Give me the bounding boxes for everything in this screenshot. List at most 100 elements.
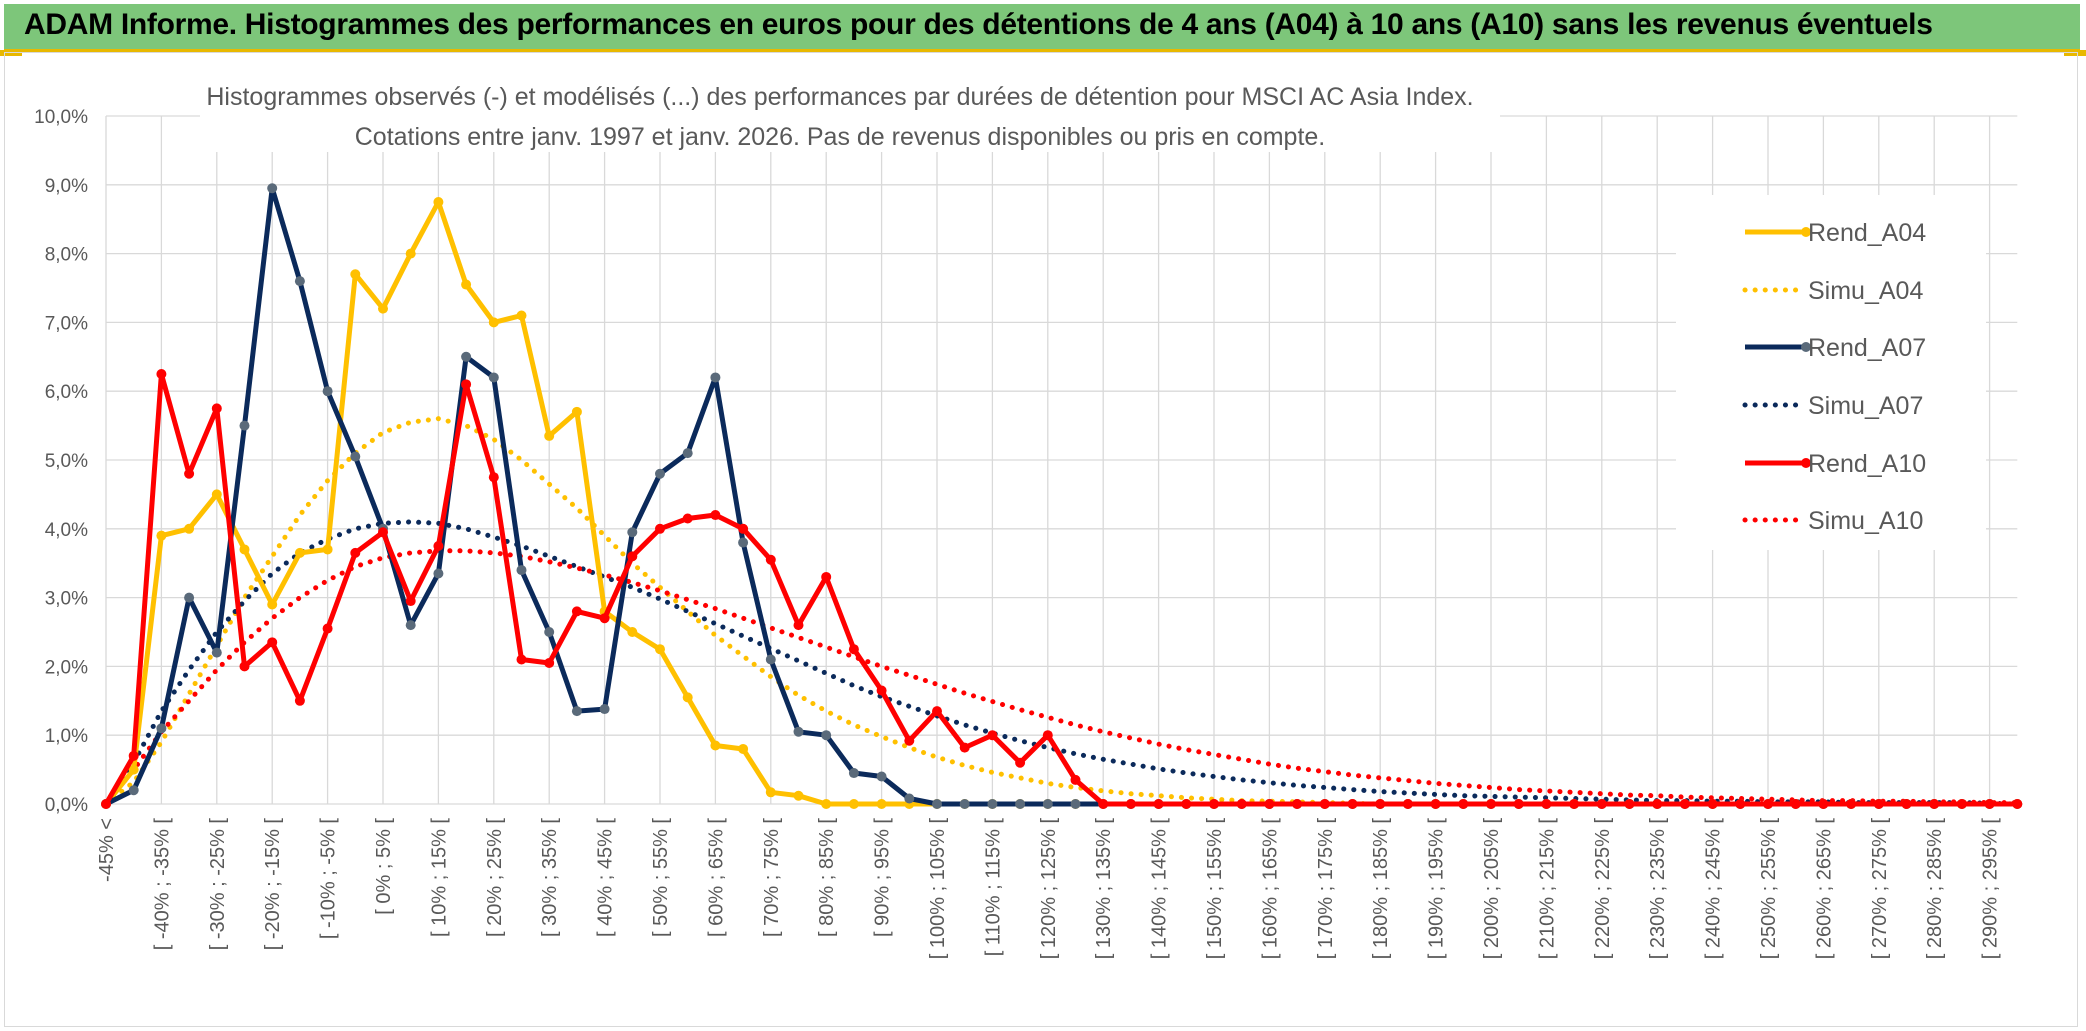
x-tick-label: [ 0% ; 5% [: [373, 818, 395, 915]
x-tick-label: [ 270% ; 275% [: [1869, 818, 1891, 960]
data-point: [793, 620, 804, 631]
x-tick-label: [ 190% ; 195% [: [1426, 818, 1448, 960]
data-point: [1707, 799, 1718, 809]
data-point: [294, 695, 305, 706]
data-point: [156, 530, 167, 541]
x-tick-label: [ 30% ; 35% [: [539, 818, 561, 937]
series-rend-a10: [101, 369, 2023, 809]
data-point: [1347, 799, 1358, 809]
x-tick-label: [ -30% ; -25% [: [207, 818, 229, 951]
data-point: [1541, 799, 1552, 809]
data-point: [682, 448, 693, 459]
data-point: [322, 623, 333, 634]
data-point: [516, 654, 527, 665]
legend-item: Simu_A07: [1742, 392, 1923, 420]
data-point: [1375, 799, 1386, 809]
data-point: [1679, 799, 1690, 809]
data-point: [821, 571, 832, 582]
data-point: [211, 489, 222, 500]
data-point: [350, 547, 361, 558]
data-point: [627, 527, 638, 538]
chart-title-line1: Histogrammes observés (-) et modélisés (…: [206, 83, 1473, 111]
data-point: [1430, 799, 1441, 809]
chart-grid: [105, 115, 2018, 805]
data-point: [378, 303, 388, 314]
legend-item: Rend_A07: [1745, 334, 1926, 362]
data-point: [267, 637, 278, 648]
data-point: [544, 657, 555, 668]
page-title: ADAM Informe. Histogrammes des performan…: [24, 8, 1933, 41]
series-simu-a10: [103, 548, 2020, 807]
x-tick-label: [ 280% ; 285% [: [1924, 818, 1946, 960]
data-point: [378, 527, 388, 538]
data-point: [294, 276, 305, 287]
x-tick-label: [ 230% ; 235% [: [1647, 818, 1669, 960]
data-point: [1929, 799, 1940, 809]
x-axis: -45% < [ -40% ; -35% [[ -30% ; -25% [[ -2…: [96, 818, 2002, 960]
x-tick-label: [ 150% ; 155% [: [1204, 818, 1226, 960]
data-point: [571, 406, 582, 417]
data-point: [1292, 799, 1303, 809]
x-tick-label: [ 160% ; 165% [: [1259, 818, 1281, 960]
data-point: [821, 730, 832, 741]
x-tick-label: [ 240% ; 245% [: [1703, 818, 1725, 960]
series-line: [103, 548, 2020, 807]
legend-item: Rend_A10: [1745, 450, 1926, 478]
data-point: [655, 468, 665, 479]
data-point: [128, 785, 139, 796]
legend-item: Simu_A04: [1742, 277, 1923, 305]
data-point: [876, 771, 887, 782]
data-point: [710, 510, 721, 521]
data-point: [1901, 799, 1912, 809]
data-point: [710, 740, 721, 751]
legend-label: Simu_A04: [1808, 277, 1923, 305]
data-point: [267, 183, 278, 194]
data-point: [488, 472, 499, 483]
x-tick-label: [ 20% ; 25% [: [484, 818, 506, 937]
data-point: [1402, 799, 1413, 809]
data-point: [738, 743, 749, 754]
x-tick-label: [ 130% ; 135% [: [1093, 818, 1115, 960]
data-point: [765, 554, 776, 565]
x-tick-label: [ -40% ; -35% [: [151, 818, 173, 951]
legend-item: Simu_A10: [1742, 507, 1923, 535]
data-point: [848, 644, 859, 655]
data-point: [655, 523, 665, 534]
data-point: [1569, 799, 1580, 809]
data-point: [461, 379, 472, 390]
data-point: [738, 537, 749, 548]
data-point: [322, 544, 333, 555]
data-point: [184, 523, 195, 534]
data-point: [1042, 730, 1053, 741]
data-point: [239, 544, 250, 555]
data-point: [627, 627, 638, 637]
data-point: [987, 799, 998, 809]
data-point: [461, 351, 472, 362]
y-tick-label: 6,0%: [45, 382, 88, 403]
data-point: [239, 420, 250, 431]
data-point: [1513, 799, 1524, 809]
x-tick-label: [ 100% ; 105% [: [927, 818, 949, 960]
data-point: [1984, 799, 1995, 809]
x-tick-label: [ -10% ; -5% [: [318, 818, 340, 940]
data-point: [710, 372, 721, 383]
title-background: [200, 80, 1500, 152]
data-point: [571, 706, 582, 717]
corner-accent-right: [2064, 50, 2086, 56]
data-point: [1042, 799, 1053, 809]
x-tick-label: [ 180% ; 185% [: [1370, 818, 1392, 960]
legend-marker: [1801, 458, 1811, 468]
data-point: [765, 654, 776, 665]
header-banner: ADAM Informe. Histogrammes des performan…: [4, 4, 2080, 52]
data-point: [599, 704, 610, 715]
data-point: [1652, 799, 1663, 809]
legend-label: Rend_A04: [1808, 219, 1926, 247]
data-point: [1209, 799, 1219, 809]
data-point: [571, 606, 582, 617]
data-point: [211, 647, 222, 658]
data-point: [1956, 799, 1967, 809]
data-point: [1624, 799, 1635, 809]
data-point: [682, 692, 693, 703]
x-tick-label: [ 140% ; 145% [: [1149, 818, 1171, 960]
x-tick-label: [ 50% ; 55% [: [650, 818, 672, 937]
